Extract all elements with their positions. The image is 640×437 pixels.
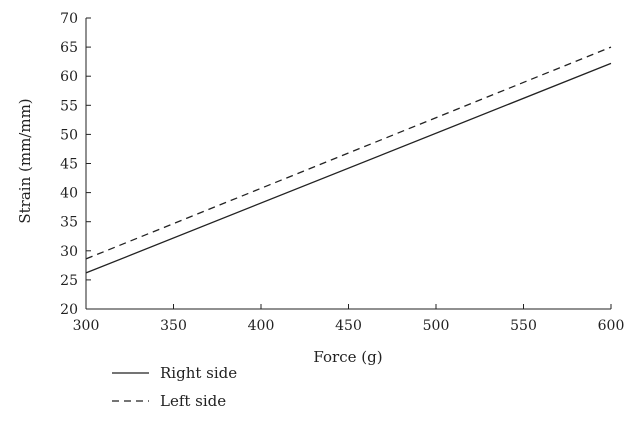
y-tick-label-70: 70 [60, 11, 78, 27]
series-line-right-side [85, 62, 612, 274]
y-tick-label-45: 45 [60, 157, 78, 173]
legend-label-right-side: Right side [160, 364, 237, 382]
y-tick-label-55: 55 [60, 98, 78, 114]
x-tick-label-550: 550 [510, 318, 537, 334]
series-line-left-side [85, 46, 612, 260]
x-tick-label-500: 500 [423, 318, 450, 334]
x-axis: 300 350 400 450 500 550 600 [73, 304, 625, 334]
y-axis: 20 25 30 35 40 45 50 55 60 65 70 [60, 11, 91, 318]
legend: Right side Left side [112, 364, 237, 410]
x-tick-label-350: 350 [160, 318, 187, 334]
y-tick-label-35: 35 [60, 215, 78, 231]
y-tick-label-40: 40 [60, 186, 78, 202]
legend-label-left-side: Left side [160, 392, 226, 410]
x-tick-label-400: 400 [248, 318, 275, 334]
x-axis-title: Force (g) [313, 348, 382, 366]
y-tick-label-25: 25 [60, 273, 78, 289]
series-group [85, 46, 612, 274]
x-tick-label-600: 600 [598, 318, 625, 334]
y-tick-label-60: 60 [60, 69, 78, 85]
y-axis-title: Strain (mm/mm) [16, 98, 34, 223]
y-tick-label-30: 30 [60, 244, 78, 260]
x-tick-label-300: 300 [73, 318, 100, 334]
y-tick-label-50: 50 [60, 127, 78, 143]
x-tick-label-450: 450 [335, 318, 362, 334]
y-tick-label-65: 65 [60, 40, 78, 56]
y-tick-label-20: 20 [60, 302, 78, 318]
